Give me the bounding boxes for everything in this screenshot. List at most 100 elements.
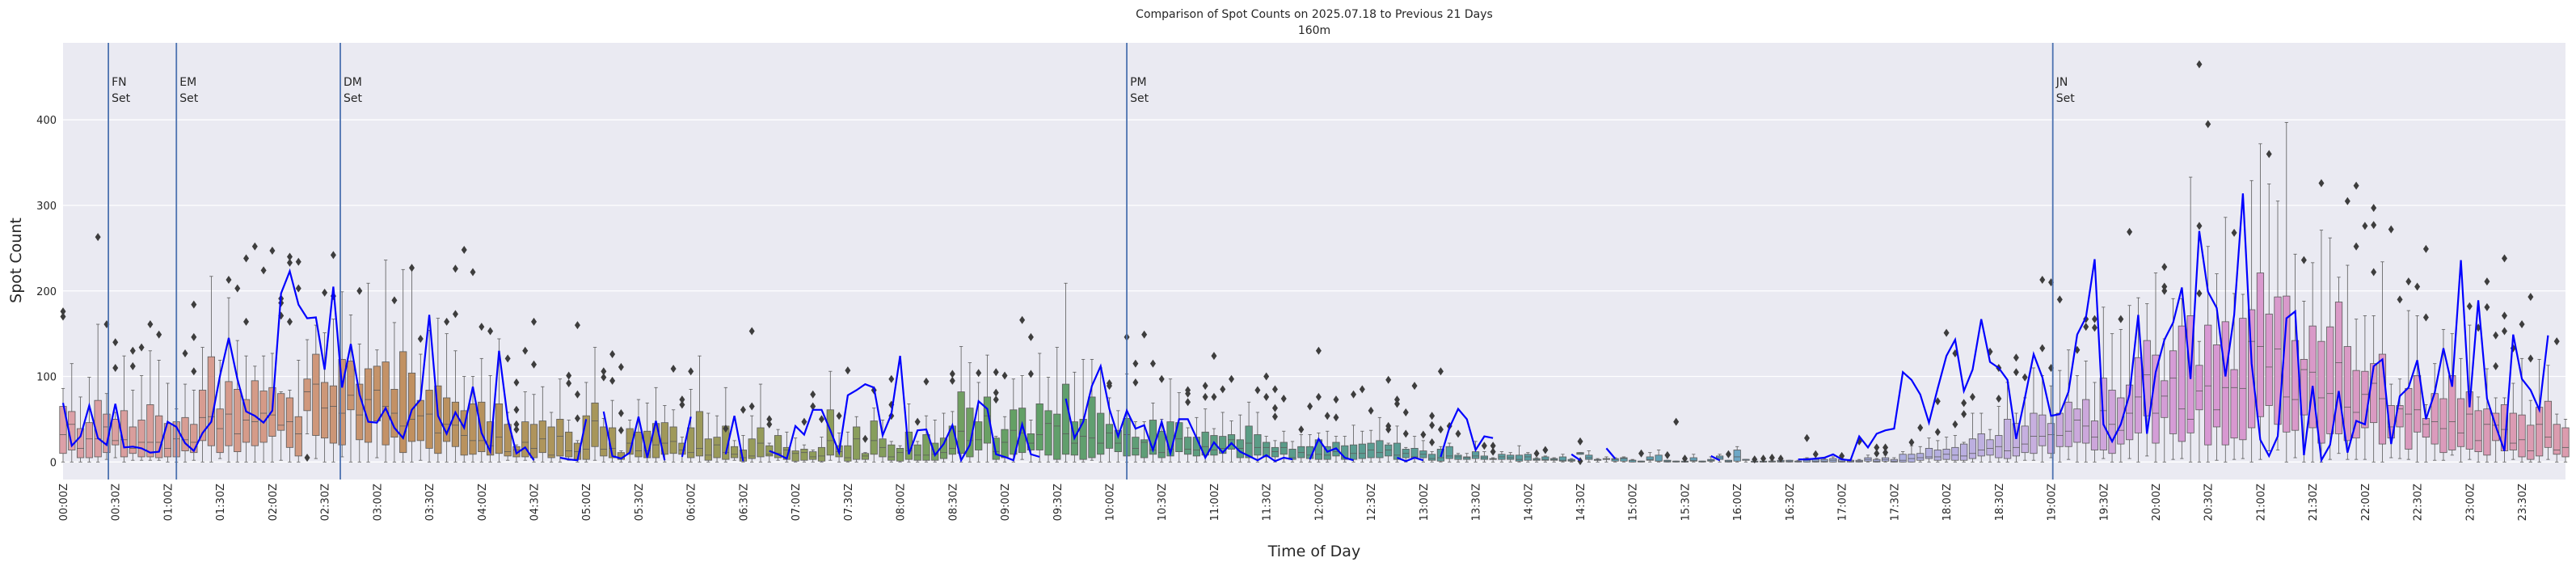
box-body bbox=[1183, 437, 1192, 455]
box-15 bbox=[190, 390, 198, 461]
box-body bbox=[2414, 375, 2422, 433]
outlier-point bbox=[1019, 315, 1026, 324]
outlier-point bbox=[1481, 442, 1487, 450]
box-body bbox=[1245, 425, 1253, 458]
outlier-point bbox=[504, 354, 511, 363]
box-body bbox=[1463, 456, 1471, 460]
box-body bbox=[809, 451, 817, 460]
box-123 bbox=[1132, 421, 1140, 463]
outlier-point bbox=[1803, 433, 1810, 442]
box-87 bbox=[817, 437, 826, 463]
outlier-point bbox=[2013, 353, 2019, 362]
box-223 bbox=[2003, 382, 2012, 463]
outlier-point bbox=[618, 409, 624, 418]
outlier-point bbox=[112, 338, 119, 347]
box-body bbox=[861, 453, 870, 460]
box-body bbox=[600, 426, 608, 457]
outlier-point bbox=[1996, 395, 2002, 404]
chart-title: Comparison of Spot Counts on 2025.07.18 … bbox=[1136, 8, 1493, 21]
outlier-point bbox=[2528, 354, 2534, 363]
box-body bbox=[731, 446, 739, 458]
marker-label: Set bbox=[344, 92, 363, 105]
box-70 bbox=[669, 409, 677, 463]
box-96 bbox=[896, 445, 904, 463]
box-106 bbox=[983, 354, 992, 463]
outlier-point bbox=[1777, 454, 1784, 463]
outlier-point bbox=[487, 327, 494, 336]
box-169 bbox=[1533, 457, 1541, 463]
box-body bbox=[416, 399, 424, 442]
outlier-point bbox=[129, 361, 136, 370]
box-body bbox=[565, 431, 573, 458]
x-tick-label: 05:00Z bbox=[581, 484, 593, 521]
box-body bbox=[198, 390, 207, 442]
outlier-point bbox=[1385, 425, 1392, 434]
box-body bbox=[443, 397, 451, 442]
outlier-point bbox=[1402, 408, 1409, 416]
box-170 bbox=[1541, 455, 1549, 463]
outlier-point bbox=[2205, 120, 2211, 129]
outlier-point bbox=[286, 317, 293, 326]
box-body bbox=[1035, 403, 1043, 450]
outlier-point bbox=[461, 245, 467, 254]
outlier-point bbox=[1760, 454, 1767, 463]
outlier-point bbox=[513, 425, 520, 434]
box-219 bbox=[1968, 412, 1977, 463]
outlier-point bbox=[269, 247, 276, 256]
box-147 bbox=[1341, 436, 1349, 463]
outlier-point bbox=[2493, 331, 2499, 340]
box-body bbox=[356, 383, 364, 441]
x-tick-label: 18:00Z bbox=[1941, 484, 1954, 521]
outlier-point bbox=[522, 346, 529, 355]
box-body bbox=[1541, 456, 1549, 461]
box-body bbox=[2474, 410, 2482, 453]
x-tick-label: 13:30Z bbox=[1471, 484, 1483, 521]
box-body bbox=[2073, 408, 2081, 443]
outlier-point bbox=[251, 242, 258, 251]
box-body bbox=[1097, 412, 1105, 455]
box-body bbox=[216, 408, 224, 454]
outlier-point bbox=[2013, 368, 2019, 377]
x-tick-label: 07:30Z bbox=[843, 484, 855, 521]
box-118 bbox=[1088, 358, 1096, 461]
box-body bbox=[242, 399, 251, 443]
box-body bbox=[399, 351, 407, 454]
box-body bbox=[1620, 457, 1628, 462]
outlier-point bbox=[243, 254, 250, 263]
x-tick-label: 12:30Z bbox=[1366, 484, 1378, 521]
box-241 bbox=[2161, 338, 2169, 463]
box-11 bbox=[155, 360, 163, 461]
outlier-point bbox=[452, 264, 458, 273]
outlier-point bbox=[2161, 263, 2168, 272]
outlier-point bbox=[2422, 313, 2429, 322]
outlier-point bbox=[513, 405, 520, 414]
outlier-point bbox=[914, 417, 921, 426]
box-163 bbox=[1480, 451, 1488, 463]
box-body bbox=[1454, 454, 1462, 460]
box-body bbox=[1960, 443, 1968, 461]
box-208 bbox=[1873, 458, 1881, 463]
box-body bbox=[1820, 458, 1828, 463]
outlier-point bbox=[1132, 378, 1139, 387]
box-body bbox=[1263, 442, 1271, 458]
box-212 bbox=[1908, 445, 1916, 463]
box-134 bbox=[1227, 420, 1236, 463]
y-axis-label: Spot Count bbox=[7, 218, 25, 303]
outlier-point bbox=[1934, 397, 1941, 406]
outlier-point bbox=[2300, 256, 2307, 264]
x-tick-label: 03:30Z bbox=[424, 484, 436, 521]
outlier-point bbox=[679, 395, 685, 404]
box-242 bbox=[2169, 298, 2178, 460]
box-287 bbox=[2561, 419, 2570, 463]
box-body bbox=[2047, 423, 2055, 454]
box-body bbox=[538, 420, 546, 454]
outlier-point bbox=[574, 321, 580, 330]
box-217 bbox=[1951, 435, 1959, 463]
box-256 bbox=[2291, 253, 2300, 458]
box-body bbox=[1105, 424, 1114, 449]
x-tick-label: 02:30Z bbox=[320, 484, 332, 521]
x-tick-label: 10:00Z bbox=[1104, 484, 1116, 521]
outlier-point bbox=[1324, 412, 1330, 420]
outlier-point bbox=[1368, 406, 1374, 415]
outlier-point bbox=[1961, 410, 1967, 419]
